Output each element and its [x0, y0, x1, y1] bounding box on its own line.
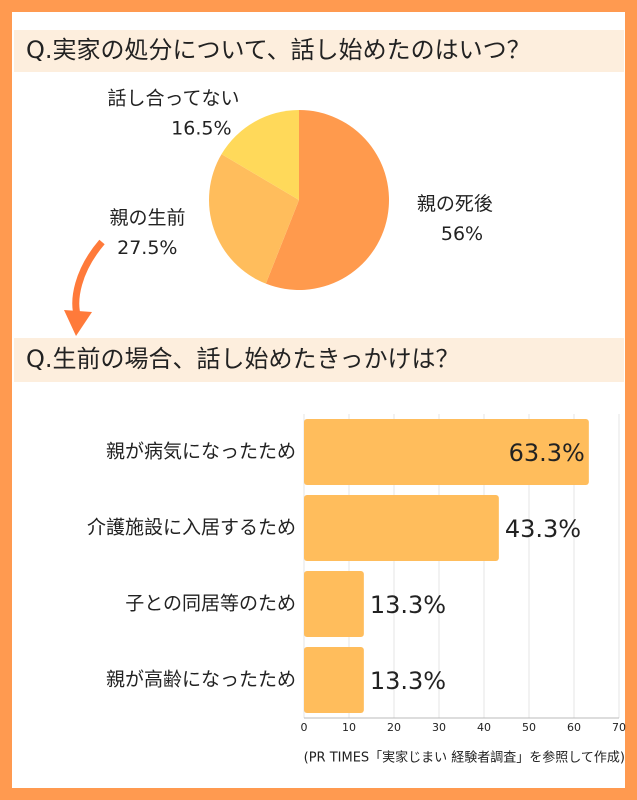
bar: [304, 571, 364, 637]
bar: [304, 419, 589, 485]
pie-slice: [209, 154, 299, 284]
value-label: 13.3%: [370, 667, 446, 695]
slice-label: 話し合ってない: [107, 88, 239, 110]
x-tick-label: 40: [477, 721, 491, 734]
title-band: [14, 30, 624, 72]
chart-title: Q.実家の処分について、話し始めたのはいつ？: [26, 36, 531, 64]
title-band: [14, 338, 624, 382]
category-label: 介護施設に入居するため: [87, 517, 296, 539]
bar: [304, 495, 499, 561]
x-tick-label: 20: [387, 721, 401, 734]
source: (PR TIMES「実家じまい 経験者調査」を参照して作成): [304, 750, 625, 766]
x-tick-label: 50: [522, 721, 536, 734]
value-label: 13.3%: [370, 591, 446, 619]
slice-label: 親の生前: [109, 207, 185, 229]
chart-title: Q.生前の場合、話し始めたきっかけは？: [26, 345, 460, 373]
value-label: 63.3%: [509, 439, 585, 467]
slice-label: 親の死後: [417, 193, 493, 215]
x-tick-label: 0: [301, 721, 308, 734]
bar: [304, 647, 364, 713]
pie-slice: [221, 110, 299, 200]
pie-slice: [265, 110, 390, 290]
value-label: 43.3%: [505, 515, 581, 543]
slice-value: 16.5%: [171, 118, 231, 140]
category-label: 親が病気になったため: [106, 441, 296, 463]
slice-value: 56%: [441, 223, 483, 245]
x-tick-label: 10: [342, 721, 356, 734]
arrow-head: [64, 310, 92, 336]
x-tick-label: 70: [612, 721, 626, 734]
x-tick-label: 60: [567, 721, 581, 734]
category-label: 親が高齢になったため: [106, 669, 296, 691]
category-label: 子との同居等のため: [125, 593, 296, 615]
slice-value: 27.5%: [117, 237, 177, 259]
x-tick-label: 30: [432, 721, 446, 734]
